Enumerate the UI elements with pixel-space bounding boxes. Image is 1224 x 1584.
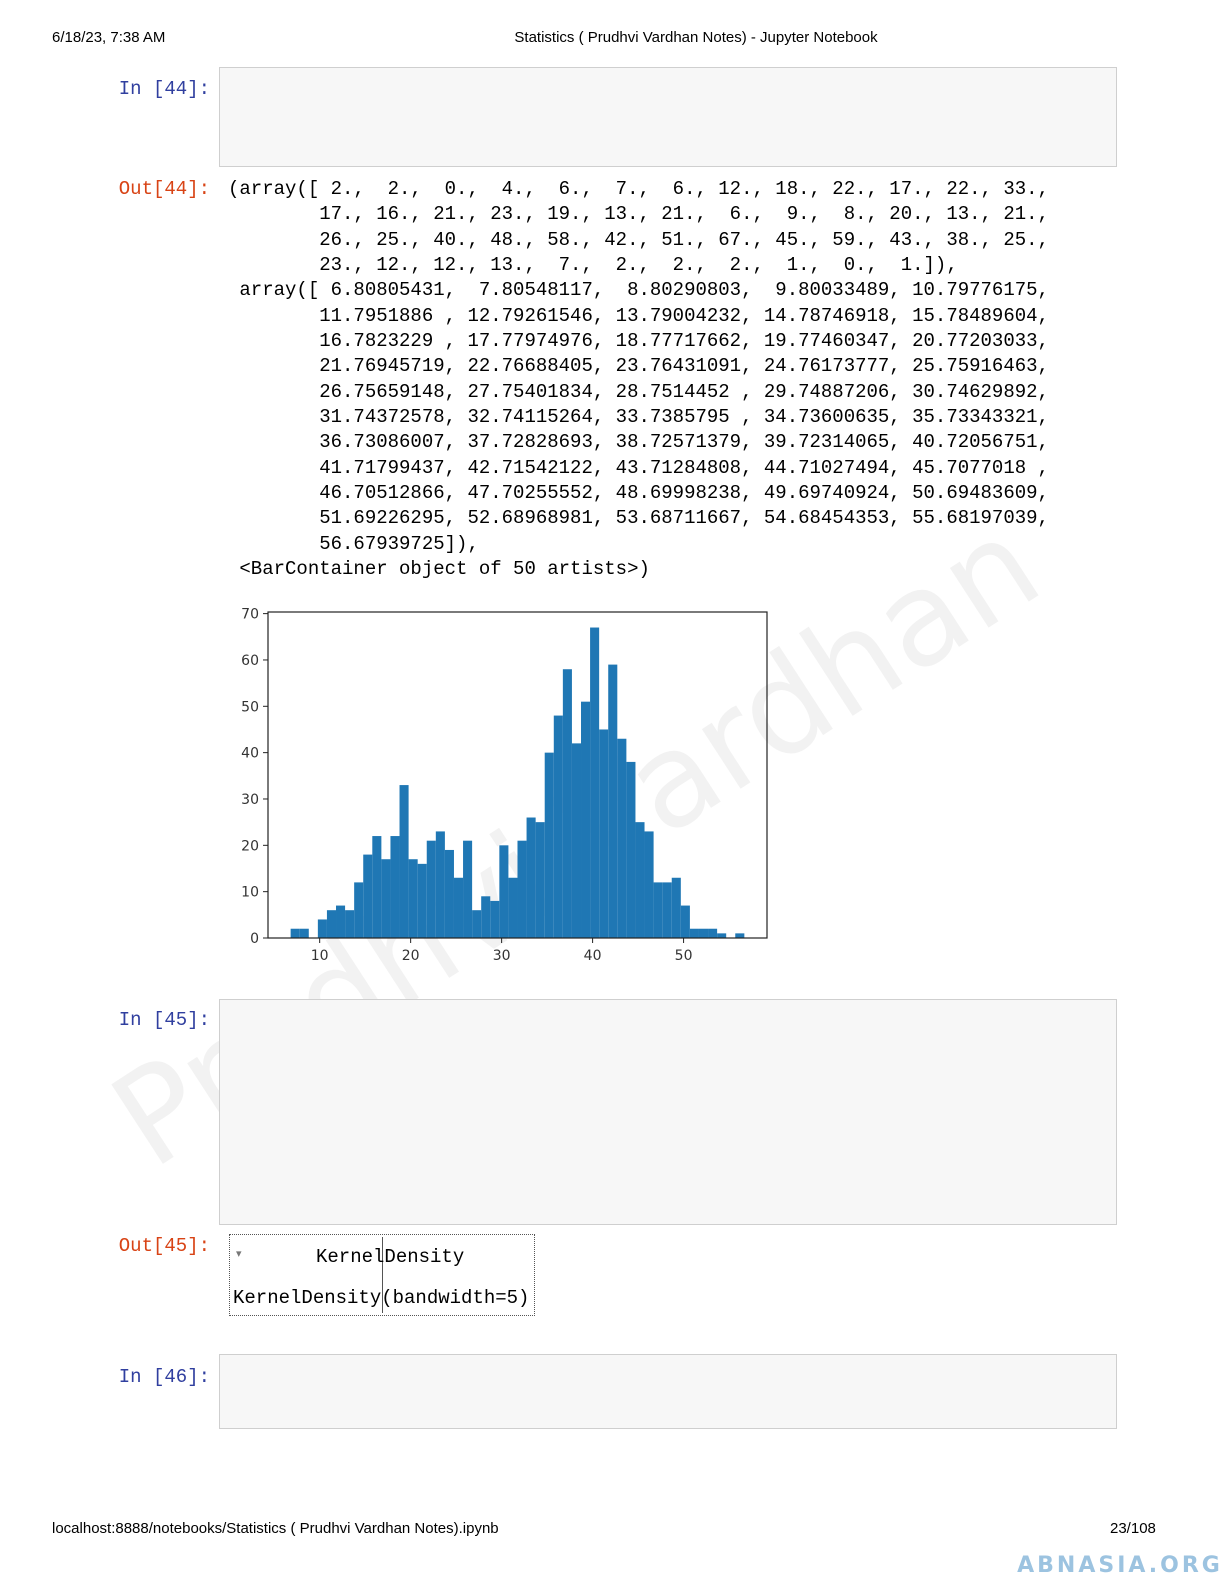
- bar: [680, 905, 690, 938]
- bar: [417, 863, 427, 938]
- bar: [653, 882, 663, 938]
- bar: [544, 752, 554, 938]
- input-prompt: In [46]:: [118, 1366, 210, 1388]
- output-line: <BarContainer object of 50 artists>): [228, 557, 650, 580]
- bar: [735, 933, 745, 938]
- y-tick-label: 30: [241, 792, 259, 808]
- input-area[interactable]: [219, 999, 1117, 1225]
- widget-title: KernelDensity: [316, 1246, 465, 1268]
- page-number: 23/108: [1110, 1520, 1156, 1537]
- toggle-arrow[interactable]: ▾: [236, 1248, 242, 1260]
- bar: [472, 910, 482, 938]
- bar: [590, 627, 600, 938]
- input-area[interactable]: [219, 67, 1117, 167]
- bar: [463, 840, 473, 938]
- logo-text: ABNASIA.ORG: [1017, 1553, 1223, 1578]
- output-prompt: Out[44]:: [118, 178, 210, 200]
- y-tick-label: 40: [241, 746, 259, 762]
- bar: [444, 849, 454, 938]
- bar: [508, 877, 518, 938]
- y-tick-label: 50: [241, 699, 259, 715]
- bar: [290, 928, 300, 938]
- y-tick-label: 70: [241, 607, 259, 623]
- bar: [698, 928, 709, 938]
- bar: [526, 817, 536, 938]
- bar: [608, 664, 618, 938]
- bar: [599, 729, 609, 938]
- bar: [435, 831, 445, 938]
- output-line: 41.71799437, 42.71542122, 43.71284808, 4…: [228, 456, 1049, 479]
- y-tick-label: 10: [241, 885, 259, 901]
- bar: [553, 715, 563, 938]
- bar: [571, 743, 582, 938]
- bar: [317, 919, 327, 938]
- output-line: 56.67939725]),: [228, 532, 479, 555]
- bar: [381, 859, 391, 938]
- bar: [426, 840, 436, 938]
- print-title: Statistics ( Prudhvi Vardhan Notes) - Ju…: [514, 29, 878, 46]
- bar: [581, 701, 591, 938]
- bar: [372, 836, 382, 938]
- divider: [382, 1237, 383, 1313]
- bar: [490, 900, 500, 938]
- y-tick-label: 0: [250, 931, 259, 947]
- output-line: 21.76945719, 22.76688405, 23.76431091, 2…: [228, 355, 1049, 378]
- bar: [708, 928, 718, 938]
- output-line: 17., 16., 21., 23., 19., 13., 21., 6., 9…: [228, 203, 1049, 226]
- estimator-widget[interactable]: ▾ KernelDensity KernelDensity(bandwidth=…: [229, 1234, 535, 1316]
- bar: [644, 831, 654, 938]
- plot-frame: [267, 611, 768, 939]
- output-line: 26.75659148, 27.75401834, 28.7514452 , 2…: [228, 380, 1049, 403]
- bar: [635, 822, 645, 938]
- bar: [354, 882, 364, 938]
- bar: [535, 822, 545, 938]
- bar: [399, 785, 409, 938]
- bar: [617, 738, 627, 938]
- footer-url: localhost:8888/notebooks/Statistics ( Pr…: [52, 1520, 499, 1537]
- output-line: 51.69226295, 52.68968981, 53.68711667, 5…: [228, 507, 1049, 530]
- output-line: 16.7823229 , 17.77974976, 18.77717662, 1…: [228, 329, 1049, 352]
- input-prompt: In [44]:: [118, 78, 210, 100]
- x-tick-label: 30: [493, 948, 511, 964]
- bar: [689, 928, 699, 938]
- x-tick-label: 10: [311, 948, 329, 964]
- y-tick-label: 20: [241, 838, 259, 854]
- bar: [671, 877, 681, 938]
- bar: [626, 761, 636, 938]
- x-tick-label: 20: [402, 948, 420, 964]
- output-line: 31.74372578, 32.74115264, 33.7385795 , 3…: [228, 405, 1049, 428]
- x-tick-label: 40: [584, 948, 602, 964]
- x-tick-label: 50: [675, 948, 693, 964]
- bar: [345, 910, 355, 938]
- bar: [299, 928, 309, 938]
- input-area[interactable]: [219, 1354, 1117, 1429]
- y-tick-label: 60: [241, 653, 259, 669]
- output-line: 46.70512866, 47.70255552, 48.69998238, 4…: [228, 481, 1049, 504]
- bar: [336, 905, 346, 938]
- bar: [517, 840, 527, 938]
- widget-repr: KernelDensity(bandwidth=5): [233, 1287, 530, 1309]
- bar: [662, 882, 672, 938]
- output-line: 36.73086007, 37.72828693, 38.72571379, 3…: [228, 431, 1049, 454]
- bar: [562, 669, 572, 938]
- print-date: 6/18/23, 7:38 AM: [52, 29, 166, 46]
- input-prompt: In [45]:: [118, 1009, 210, 1031]
- bar: [717, 933, 727, 938]
- bar: [481, 896, 491, 938]
- bar: [408, 859, 418, 938]
- bar: [363, 854, 373, 938]
- output-prompt: Out[45]:: [118, 1235, 210, 1257]
- output-line: (array([ 2., 2., 0., 4., 6., 7., 6., 12.…: [228, 178, 1049, 200]
- bar: [453, 877, 464, 938]
- output-line: 26., 25., 40., 48., 58., 42., 51., 67., …: [228, 228, 1049, 251]
- output-line: 11.7951886 , 12.79261546, 13.79004232, 1…: [228, 304, 1049, 327]
- output-line: 23., 12., 12., 13., 7., 2., 2., 2., 1., …: [228, 253, 958, 276]
- output-line: array([ 6.80805431, 7.80548117, 8.802908…: [228, 279, 1049, 302]
- bar: [499, 845, 509, 938]
- bar: [390, 836, 400, 938]
- bar: [326, 910, 337, 938]
